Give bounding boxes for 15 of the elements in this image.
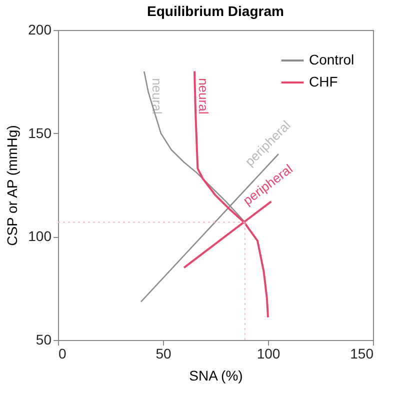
- x-tick-label: 100: [256, 346, 280, 362]
- legend-label: Control: [309, 52, 354, 68]
- x-tick-label: 150: [350, 346, 374, 362]
- x-axis-title: SNA (%): [189, 368, 243, 384]
- x-tick-label: 0: [58, 346, 66, 362]
- y-tick-label: 100: [28, 228, 52, 244]
- annotation: neural: [150, 78, 165, 114]
- y-tick-label: 200: [28, 22, 52, 38]
- legend-label: CHF: [309, 74, 338, 90]
- annotation: neural: [196, 78, 211, 114]
- y-tick-label: 150: [28, 124, 52, 141]
- y-axis-title: CSP or AP (mmHg): [4, 125, 20, 246]
- y-tick-label: 50: [36, 332, 52, 348]
- chart-title: Equilibrium Diagram: [147, 3, 284, 19]
- x-tick-label: 50: [156, 346, 172, 362]
